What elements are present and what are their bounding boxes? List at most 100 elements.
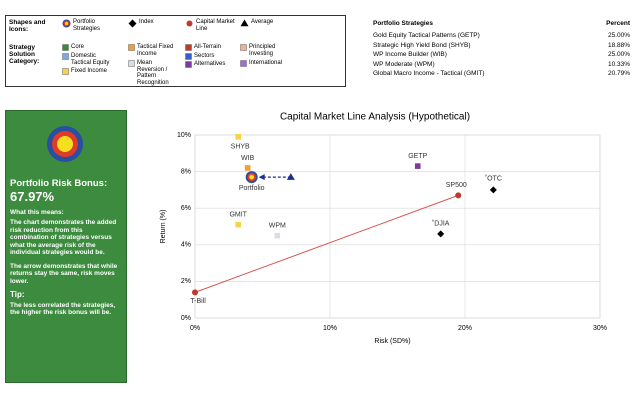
legend-label: Fixed Income [71, 68, 108, 74]
table-row: WP Income Builder (WIB) 25.00% [373, 51, 630, 58]
legend-swatch [185, 61, 192, 68]
table-cell: 25.00% [607, 32, 630, 39]
legend-label: Domestic Tactical Equity [71, 53, 110, 66]
x-axis-label: Risk (SD%) [374, 338, 410, 345]
triangle-marker [286, 173, 295, 180]
legend-item: Core [62, 44, 114, 51]
point-label: ˚DJIA [432, 220, 450, 228]
legend-label: Mean Reversion / Pattern Recognition [137, 60, 169, 86]
panel-heading: What this means: [10, 208, 64, 216]
point-label: Portfolio [239, 185, 265, 192]
legend: Shapes and Icons: Strategy Solution Cate… [5, 15, 346, 87]
legend-label: Index [139, 19, 154, 25]
legend-icon [62, 53, 69, 60]
legend-swatch [62, 53, 69, 60]
legend-label: Core [71, 44, 85, 50]
legend-heading: Shapes and Icons: [9, 19, 46, 33]
legend-item: Alternatives [185, 61, 237, 68]
legend-item: International [240, 60, 292, 67]
diamond-marker [489, 186, 497, 194]
legend-item: Average [240, 19, 292, 28]
point-label: T-Bill [190, 298, 206, 305]
header-cell: Percent [606, 20, 630, 27]
legend-label: Alternatives [194, 61, 226, 67]
panel-value: 67.97% [10, 189, 55, 204]
target-marker [245, 171, 258, 184]
y-tick-label: 4% [181, 242, 191, 249]
legend-icon [128, 19, 137, 28]
legend-icon [62, 44, 69, 51]
square-marker [414, 163, 421, 169]
legend-label: International [249, 60, 283, 66]
table-row: Global Macro Income - Tactical (GMIT) 20.… [373, 70, 630, 77]
table-row: Gold Equity Tactical Patterns (GETP) 25.0… [373, 32, 630, 39]
legend-label: All-Terrain [194, 44, 222, 50]
table-cell: Global Macro Income - Tactical (GMIT) [373, 70, 485, 77]
panel-title: Portfolio Risk Bonus: [10, 177, 108, 189]
chart-title: Capital Market Line Analysis (Hypothetic… [280, 112, 470, 123]
square-marker [235, 134, 241, 140]
panel-text: The less correlated the strategies, the … [10, 301, 116, 317]
table-cell: 20.79% [607, 70, 630, 77]
legend-swatch [185, 53, 192, 60]
legend-icon [240, 19, 249, 27]
panel-heading: Tip: [10, 290, 25, 299]
legend-icon [186, 20, 193, 27]
header-cell: Portfolio Strategies [373, 20, 433, 27]
square-marker [235, 221, 241, 228]
circle-marker [186, 20, 193, 27]
y-tick-label: 0% [181, 315, 191, 322]
table-cell: WP Income Builder (WIB) [373, 51, 447, 58]
legend-heading: Strategy Solution Category: [9, 44, 40, 65]
legend-item: Domestic Tactical Equity [62, 53, 114, 66]
legend-icon [128, 44, 135, 51]
legend-swatch [128, 44, 135, 51]
table-row: Strategic High Yield Bond (SHYB) 18.88% [373, 42, 630, 49]
table-cell: 18.88% [607, 41, 630, 49]
legend-item: Portfolio Strategies [62, 19, 114, 32]
legend-icon [240, 44, 247, 51]
capital-market-line [194, 194, 459, 293]
point-label: GMIT [229, 212, 247, 219]
circle-marker [192, 289, 198, 296]
x-tick-label: 10% [323, 325, 337, 332]
legend-icon [62, 68, 69, 75]
table-cell: WP Moderate (WPM) [373, 60, 435, 68]
point-label: SHYB [231, 144, 250, 151]
x-tick-label: 20% [458, 325, 472, 332]
table-cell: Strategic High Yield Bond (SHYB) [373, 41, 471, 49]
point-label: SP500 [446, 182, 467, 189]
legend-swatch [128, 60, 135, 67]
legend-swatch [240, 44, 247, 51]
legend-item: Index [128, 19, 180, 28]
ring [249, 174, 255, 180]
square-marker [244, 165, 251, 171]
risk-bonus-panel: Portfolio Risk Bonus: 67.97% What this m… [5, 110, 127, 383]
square-marker [274, 232, 281, 239]
legend-icon [62, 19, 71, 28]
y-axis-label: Return (%) [160, 210, 167, 244]
y-tick-label: 6% [181, 205, 191, 212]
legend-item: Principled Investing [240, 44, 292, 57]
legend-item: Sectors [185, 53, 237, 60]
legend-item: All-Terrain [185, 44, 237, 51]
table-header: Portfolio Strategies Percent [373, 20, 630, 27]
y-tick-label: 10% [177, 132, 191, 139]
legend-swatch [62, 44, 69, 51]
ring [64, 21, 69, 26]
table-cell: Gold Equity Tactical Patterns (GETP) [373, 32, 480, 39]
y-tick-label: 2% [181, 278, 191, 285]
point-label: WPM [269, 222, 286, 229]
strategies-table: Portfolio Strategies Percent Gold Equity T… [0, 0, 642, 90]
panel-text: The chart demonstrates the added risk re… [10, 219, 117, 256]
point-label: GETP [408, 153, 427, 160]
point-label: ˚OTC [485, 175, 502, 183]
legend-icon [185, 61, 192, 68]
x-tick-label: 0% [190, 325, 200, 332]
legend-label: Average [251, 19, 274, 25]
legend-swatch [62, 68, 69, 75]
legend-label: Tactical Fixed Income [137, 44, 174, 57]
legend-item: Fixed Income [62, 68, 114, 75]
